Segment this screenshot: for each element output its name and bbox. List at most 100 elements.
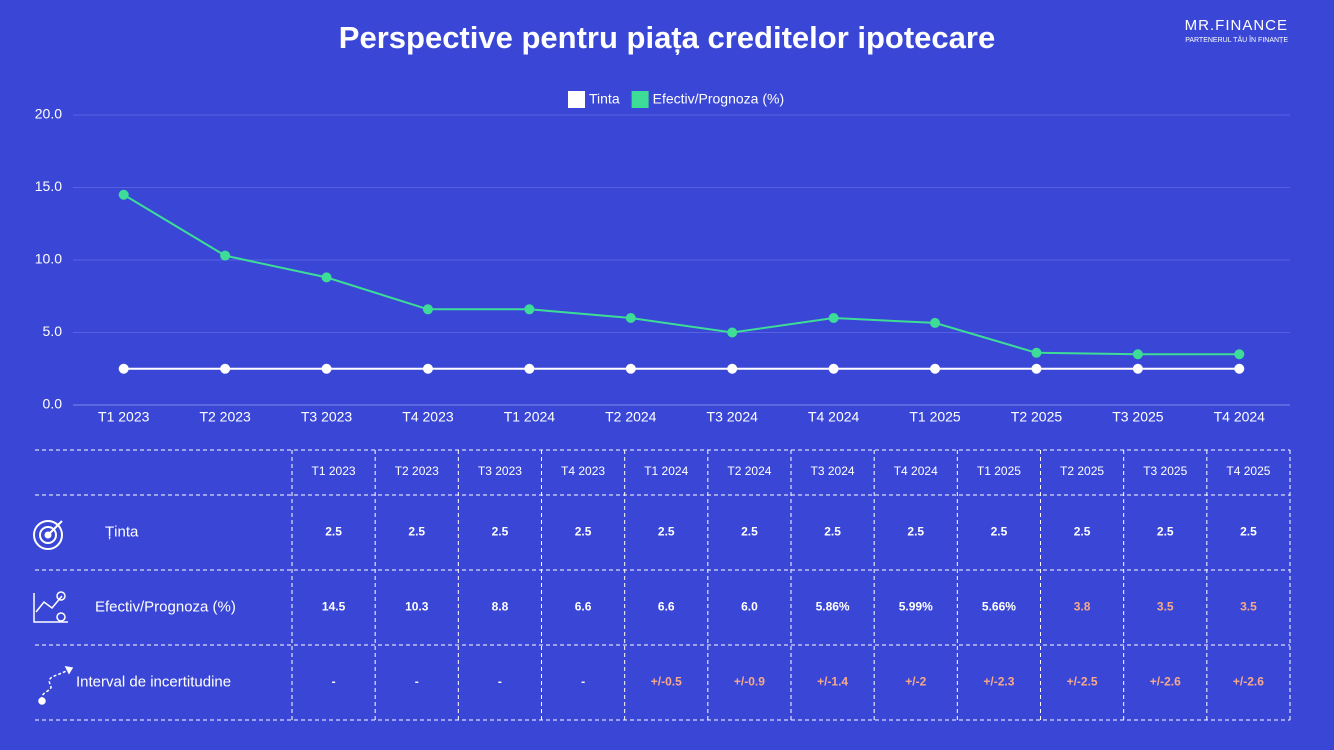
table-cell: - bbox=[581, 675, 585, 689]
data-point bbox=[625, 363, 636, 374]
table-header: T3 2025 bbox=[1143, 464, 1187, 478]
x-tick-label: T1 2024 bbox=[504, 409, 556, 425]
table-cell: 2.5 bbox=[575, 525, 592, 539]
table-header: T3 2024 bbox=[811, 464, 855, 478]
x-tick-label: T2 2025 bbox=[1011, 409, 1063, 425]
row-label: Interval de incertitudine bbox=[76, 673, 231, 690]
data-point bbox=[828, 313, 839, 323]
table-cell: 8.8 bbox=[492, 600, 509, 614]
x-tick-label: T4 2024 bbox=[808, 409, 860, 425]
table-header: T3 2023 bbox=[478, 464, 522, 478]
table-cell: 6.6 bbox=[658, 600, 675, 614]
series-line bbox=[123, 193, 1240, 356]
table-cell: 2.5 bbox=[824, 525, 841, 539]
data-point bbox=[220, 250, 231, 261]
table-cell: - bbox=[332, 675, 336, 689]
table-cell: 10.3 bbox=[405, 600, 429, 614]
table-cell: +/-2.5 bbox=[1067, 675, 1098, 689]
x-tick-label: T3 2024 bbox=[707, 409, 759, 425]
data-point bbox=[727, 327, 738, 338]
y-tick-label: 10.0 bbox=[35, 251, 62, 267]
brand-name: MR.FINANCE bbox=[1185, 17, 1288, 34]
legend-label: Tinta bbox=[589, 91, 620, 107]
table-cell: 14.5 bbox=[322, 600, 346, 614]
y-tick-label: 20.0 bbox=[35, 106, 62, 122]
data-point bbox=[828, 363, 839, 374]
data-point bbox=[1132, 349, 1143, 360]
table-header: T1 2024 bbox=[644, 464, 688, 478]
data-point bbox=[1234, 363, 1245, 374]
table-cell: 5.86% bbox=[816, 600, 850, 614]
data-point bbox=[422, 363, 433, 374]
data-point bbox=[930, 363, 941, 374]
y-tick-label: 0.0 bbox=[43, 396, 63, 412]
x-tick-label: T2 2024 bbox=[605, 409, 657, 425]
table-cell: +/-0.5 bbox=[651, 675, 682, 689]
table-cell: 2.5 bbox=[907, 525, 924, 539]
row-label: Ținta bbox=[105, 523, 139, 540]
table-cell: +/-2.6 bbox=[1233, 675, 1264, 689]
x-tick-label: T3 2025 bbox=[1112, 409, 1164, 425]
legend-swatch bbox=[631, 91, 649, 108]
path-icon bbox=[38, 666, 74, 705]
data-point bbox=[625, 313, 636, 323]
data-point bbox=[727, 363, 738, 374]
x-tick-label: T2 2023 bbox=[199, 409, 251, 425]
table-header: T4 2025 bbox=[1226, 464, 1270, 478]
table-cell: 2.5 bbox=[991, 525, 1008, 539]
table-header: T1 2023 bbox=[312, 464, 356, 478]
x-tick-label: T1 2023 bbox=[98, 409, 150, 425]
table-cell: +/-2.6 bbox=[1150, 675, 1181, 689]
table-header: T2 2025 bbox=[1060, 464, 1104, 478]
table-header: T1 2025 bbox=[977, 464, 1021, 478]
data-point bbox=[1031, 347, 1042, 358]
data-point bbox=[220, 363, 231, 374]
table-header: T2 2024 bbox=[727, 464, 771, 478]
target-icon bbox=[33, 520, 63, 550]
data-point bbox=[321, 363, 332, 374]
row-label: Efectiv/Prognoza (%) bbox=[95, 598, 236, 615]
table-cell: 6.6 bbox=[575, 600, 592, 614]
table-cell: 2.5 bbox=[741, 525, 758, 539]
x-tick-label: T1 2025 bbox=[909, 409, 961, 425]
table-cell: 5.66% bbox=[982, 600, 1016, 614]
x-tick-label: T4 2023 bbox=[402, 409, 454, 425]
x-tick-label: T3 2023 bbox=[301, 409, 353, 425]
table-cell: 2.5 bbox=[1157, 525, 1174, 539]
table-header: T4 2023 bbox=[561, 464, 605, 478]
table-cell: 2.5 bbox=[1074, 525, 1091, 539]
data-point bbox=[524, 304, 535, 315]
data-point bbox=[1234, 349, 1245, 360]
data-point bbox=[1132, 363, 1143, 374]
table-cell: - bbox=[415, 675, 419, 689]
table-cell: +/-0.9 bbox=[734, 675, 765, 689]
data-point bbox=[422, 304, 433, 315]
y-tick-label: 5.0 bbox=[43, 323, 63, 339]
table-cell: 5.99% bbox=[899, 600, 933, 614]
table-cell: 3.5 bbox=[1240, 600, 1257, 614]
chart-icon bbox=[33, 591, 68, 623]
table-cell: +/-1.4 bbox=[817, 675, 848, 689]
table-cell: 2.5 bbox=[658, 525, 675, 539]
table-cell: 2.5 bbox=[1240, 525, 1257, 539]
table-cell: 2.5 bbox=[408, 525, 425, 539]
table-cell: +/-2 bbox=[905, 675, 926, 689]
data-point bbox=[524, 363, 535, 374]
data-point bbox=[118, 189, 129, 200]
legend-label: Efectiv/Prognoza (%) bbox=[653, 91, 785, 107]
legend-swatch bbox=[568, 91, 585, 108]
data-point bbox=[930, 317, 941, 328]
table-cell: 6.0 bbox=[741, 600, 758, 614]
x-tick-label: T4 2024 bbox=[1214, 409, 1266, 425]
brand-tagline: PARTENERUL TĂU ÎN FINANȚE bbox=[1185, 35, 1288, 44]
data-point bbox=[1031, 363, 1042, 374]
table-cell: 3.8 bbox=[1074, 600, 1091, 614]
y-tick-label: 15.0 bbox=[35, 178, 62, 194]
table-header: T4 2024 bbox=[894, 464, 938, 478]
table-cell: +/-2.3 bbox=[983, 675, 1014, 689]
table-cell: 2.5 bbox=[325, 525, 342, 539]
data-point bbox=[118, 363, 129, 374]
table-header: T2 2023 bbox=[395, 464, 439, 478]
